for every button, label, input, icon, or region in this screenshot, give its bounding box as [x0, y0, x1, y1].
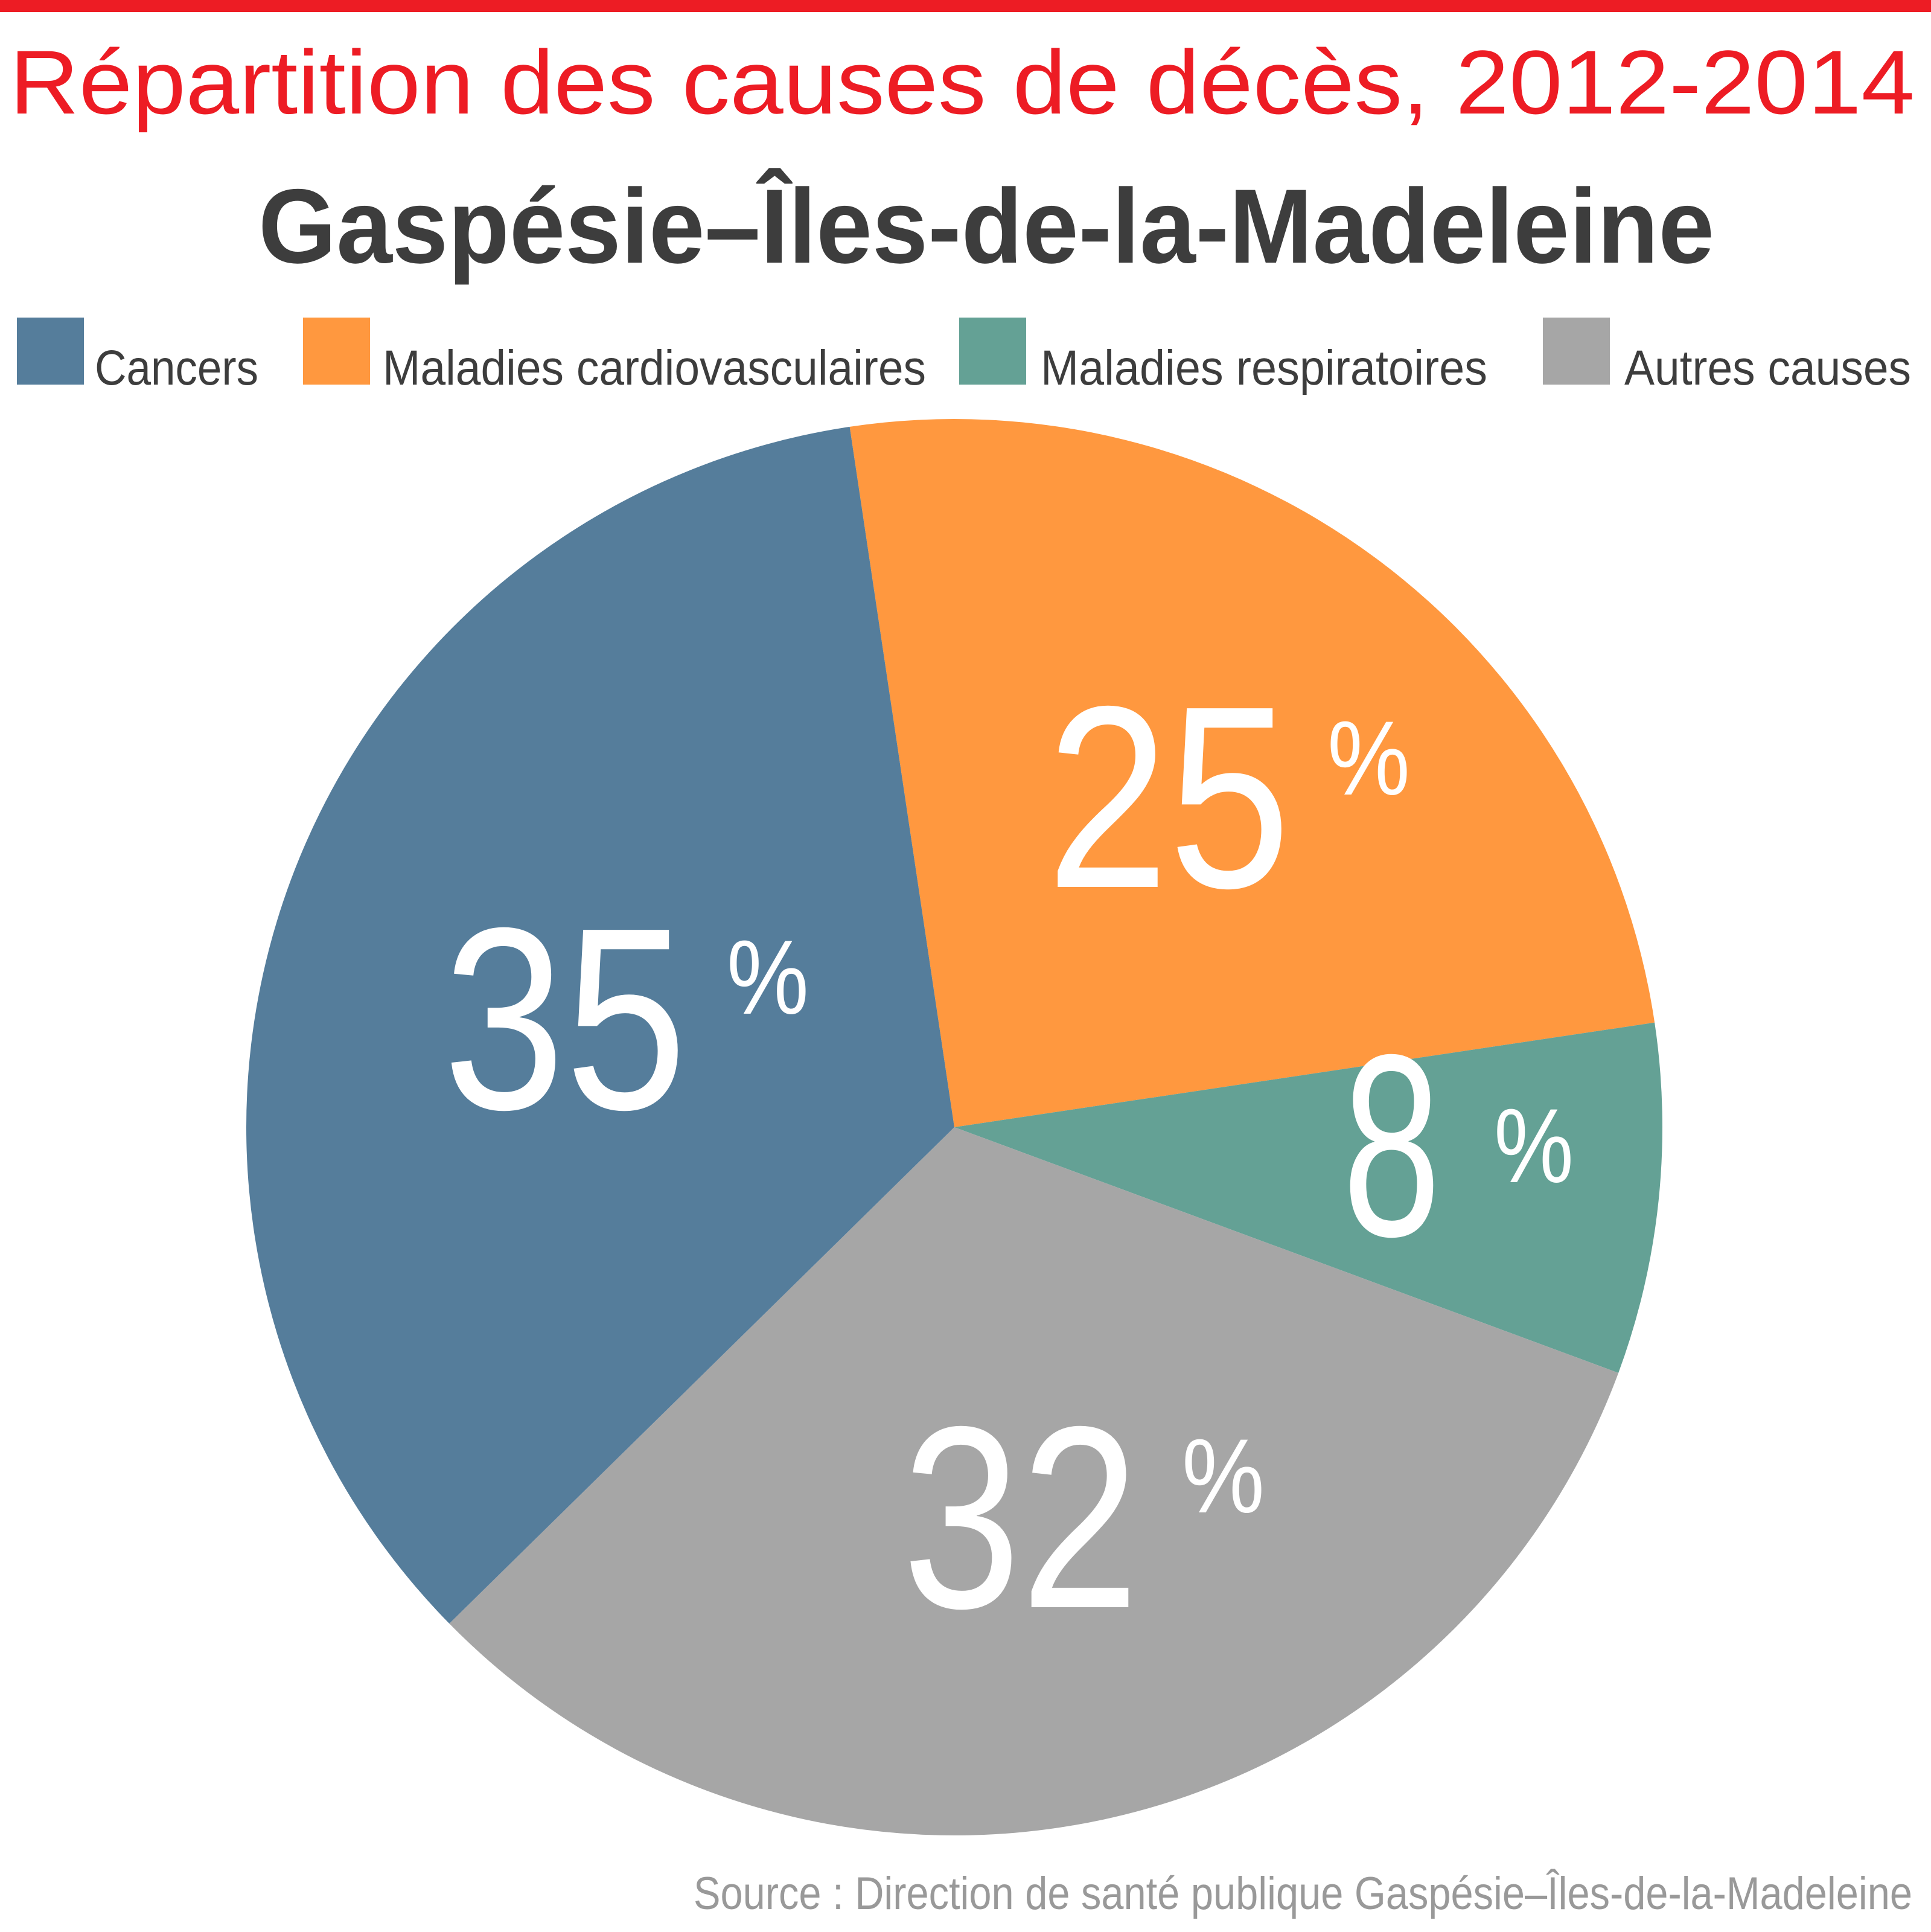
pie-slice-autres-causes	[449, 1127, 1619, 1835]
data-label-cancers: 35	[443, 874, 687, 1164]
legend-label-respiratoires: Maladies respiratoires	[1041, 341, 1487, 395]
pie-slice-cancers	[246, 426, 954, 1624]
source-note: Source : Direction de santé publique Gas…	[694, 1868, 1912, 1919]
data-label-unit-cardiovasculaires: %	[1327, 700, 1410, 817]
data-label-unit-respiratoires: %	[1494, 1087, 1574, 1205]
data-label-unit-autres: %	[1182, 1418, 1265, 1535]
legend-swatch-autres	[1543, 318, 1610, 385]
chart-subtitle: Gaspésie–Îles-de-la-Madeleine	[258, 168, 1714, 286]
pie-slice-maladies-cardiovasculaires	[849, 419, 1655, 1128]
data-label-unit-cancers: %	[727, 919, 809, 1037]
data-label-respiratoires: 8	[1342, 1001, 1441, 1291]
pie-slice-maladies-respiratoires	[954, 1022, 1663, 1373]
legend: Cancers Maladies cardiovasculaires Malad…	[17, 318, 1911, 395]
chart-title: Répartition des causes de décès, 2012-20…	[10, 31, 1915, 133]
data-labels: 35 % 25 % 8 % 32 %	[443, 653, 1574, 1663]
legend-swatch-cardiovasculaires	[303, 318, 370, 385]
pie-slices	[246, 419, 1663, 1835]
legend-label-autres: Autres causes	[1624, 341, 1911, 395]
legend-label-cardiovasculaires: Maladies cardiovasculaires	[383, 341, 926, 395]
legend-label-cancers: Cancers	[95, 341, 258, 395]
top-accent-bar	[0, 0, 1931, 12]
legend-swatch-respiratoires	[959, 318, 1026, 385]
legend-swatch-cancers	[17, 318, 84, 385]
data-label-autres: 32	[902, 1373, 1139, 1663]
data-label-cardiovasculaires: 25	[1047, 653, 1291, 942]
